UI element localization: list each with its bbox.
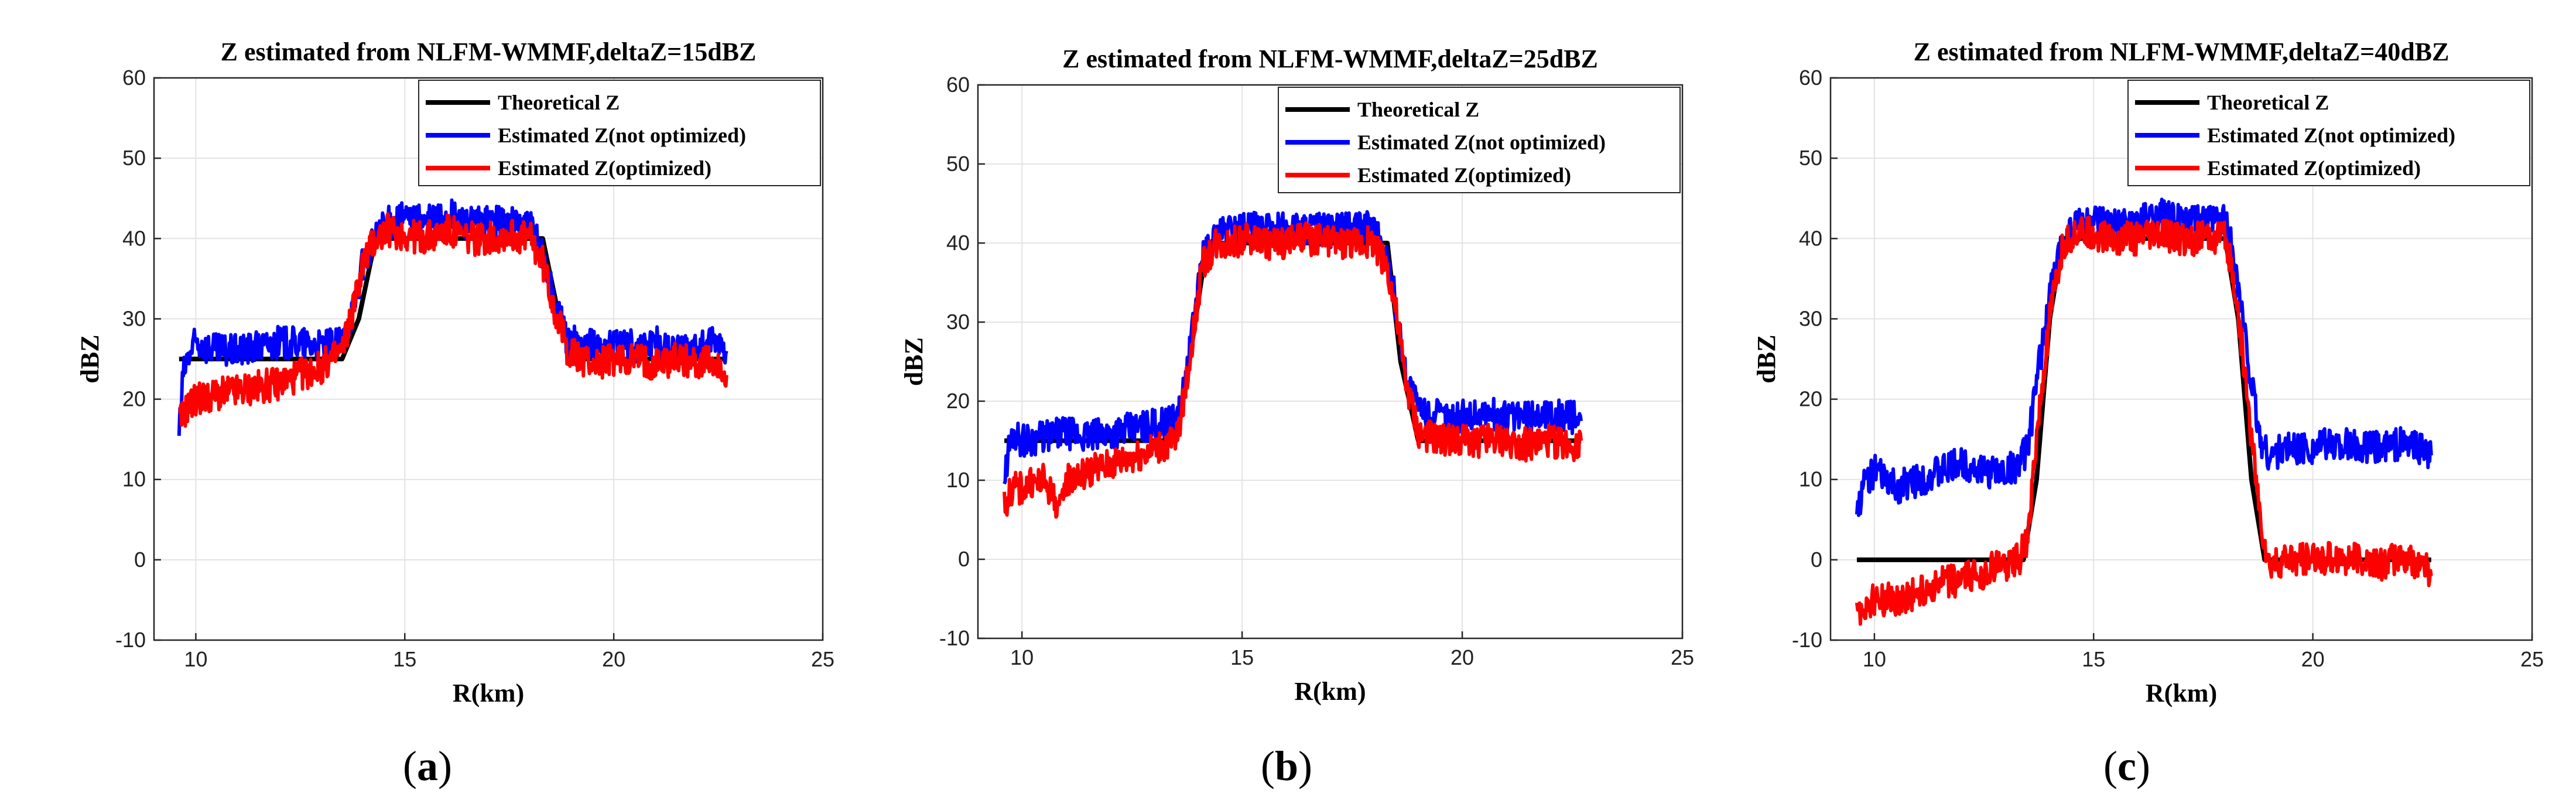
y-tick-label: 60 xyxy=(946,73,970,97)
y-tick-label: -10 xyxy=(1792,628,1822,652)
x-tick-label: 25 xyxy=(2520,647,2544,671)
y-tick-label: -10 xyxy=(939,626,970,650)
x-tick-label: 15 xyxy=(2082,647,2105,671)
chart-panel-a: 10 15 20 25 -10 0 10 20 30 40 50 60 Z estimated fro… xyxy=(76,37,834,789)
y-tick-label: 40 xyxy=(946,231,970,255)
y-axis-label: dBZ xyxy=(1752,334,1781,383)
y-tick-label: 0 xyxy=(134,548,146,572)
panel-caption: (a) xyxy=(403,743,452,789)
series-line xyxy=(1855,197,2433,517)
y-tick-label: 40 xyxy=(1799,226,1822,250)
chart-panel-b: 10 15 20 25 -10 0 10 20 30 40 50 60 Z estimated fro… xyxy=(899,45,1694,789)
y-axis-label: dBZ xyxy=(899,337,928,386)
y-tick-label: 30 xyxy=(946,310,970,334)
y-tick-label: 60 xyxy=(122,66,146,90)
legend-label-not-optimized: Estimated Z(not optimized) xyxy=(498,124,746,147)
x-tick-label: 20 xyxy=(1451,645,1474,669)
legend-label-theoretical: Theoretical Z xyxy=(2207,91,2329,114)
chart-title: Z estimated from NLFM-WMMF,deltaZ=15dBZ xyxy=(221,37,757,66)
x-tick-label: 10 xyxy=(1010,645,1034,669)
x-tick-label: 15 xyxy=(393,647,416,671)
plot-area: 10 15 20 25 -10 0 10 20 30 40 50 60 xyxy=(115,66,834,671)
x-tick-label: 20 xyxy=(2301,647,2325,671)
x-tick-label: 15 xyxy=(1230,645,1254,669)
axes-box xyxy=(1829,77,2533,641)
axes-box xyxy=(977,84,1684,640)
y-tick-label: 0 xyxy=(958,547,970,571)
legend-label-not-optimized: Estimated Z(not optimized) xyxy=(1357,131,1606,154)
y-tick-label: 10 xyxy=(122,467,146,491)
y-tick-label: 50 xyxy=(1799,146,1822,170)
panel-caption: (b) xyxy=(1261,743,1312,789)
caption-letter: c xyxy=(2117,743,2136,789)
x-tick-label: 25 xyxy=(1671,645,1694,669)
series-line xyxy=(1003,221,1583,519)
series-line xyxy=(1855,216,2433,626)
axes-box xyxy=(153,77,824,641)
x-axis-label: R(km) xyxy=(1294,677,1366,706)
chart-title: Z estimated from NLFM-WMMF,deltaZ=25dBZ xyxy=(1062,45,1598,73)
x-tick-label: 20 xyxy=(602,647,625,671)
y-tick-label: 20 xyxy=(946,389,970,413)
y-tick-label: 50 xyxy=(122,146,146,170)
caption-letter: b xyxy=(1275,743,1298,789)
y-tick-label: -10 xyxy=(115,628,146,652)
x-axis-label: R(km) xyxy=(453,679,524,707)
y-tick-label: 10 xyxy=(946,468,970,492)
y-tick-label: 50 xyxy=(946,152,970,176)
legend-label-optimized: Estimated Z(optimized) xyxy=(2207,156,2421,180)
y-tick-label: 30 xyxy=(122,306,146,330)
y-tick-label: 0 xyxy=(1811,548,1822,572)
y-tick-label: 60 xyxy=(1799,66,1822,90)
legend-label-theoretical: Theoretical Z xyxy=(1357,98,1479,121)
y-tick-label: 40 xyxy=(122,226,146,250)
legend-label-optimized: Estimated Z(optimized) xyxy=(1357,163,1571,187)
chart-title: Z estimated from NLFM-WMMF,deltaZ=40dBZ xyxy=(1914,37,2450,66)
panel-caption: (c) xyxy=(2103,743,2150,789)
x-tick-label: 10 xyxy=(184,647,207,671)
chart-panel-c: 10 15 20 25 -10 0 10 20 30 40 50 60 Z estimated fro… xyxy=(1752,37,2544,789)
plot-area: 10 15 20 25 -10 0 10 20 30 40 50 60 xyxy=(939,73,1694,669)
legend-label-optimized: Estimated Z(optimized) xyxy=(498,156,711,180)
y-axis-label: dBZ xyxy=(76,334,104,383)
y-tick-label: 30 xyxy=(1799,306,1822,330)
series-line xyxy=(1003,210,1583,485)
legend-label-theoretical: Theoretical Z xyxy=(498,91,620,114)
y-tick-label: 20 xyxy=(122,387,146,411)
x-tick-label: 25 xyxy=(811,647,834,671)
series-line xyxy=(178,212,728,428)
y-tick-label: 20 xyxy=(1799,387,1822,411)
x-axis-label: R(km) xyxy=(2146,679,2217,707)
legend-label-not-optimized: Estimated Z(not optimized) xyxy=(2207,124,2455,147)
plot-area: 10 15 20 25 -10 0 10 20 30 40 50 60 xyxy=(1792,66,2544,671)
y-tick-label: 10 xyxy=(1799,467,1822,491)
caption-letter: a xyxy=(417,743,438,789)
x-tick-label: 10 xyxy=(1863,647,1886,671)
